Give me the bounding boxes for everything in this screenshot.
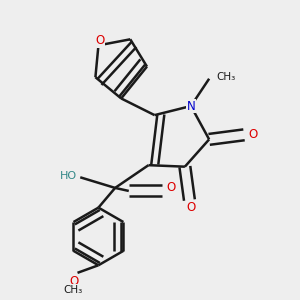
- Text: O: O: [167, 182, 176, 194]
- Text: O: O: [248, 128, 258, 141]
- Text: CH₃: CH₃: [63, 284, 82, 295]
- Text: N: N: [187, 100, 195, 112]
- Text: O: O: [186, 201, 196, 214]
- Text: HO: HO: [60, 171, 77, 181]
- Text: O: O: [70, 275, 79, 288]
- Text: O: O: [95, 34, 105, 47]
- Text: CH₃: CH₃: [217, 72, 236, 82]
